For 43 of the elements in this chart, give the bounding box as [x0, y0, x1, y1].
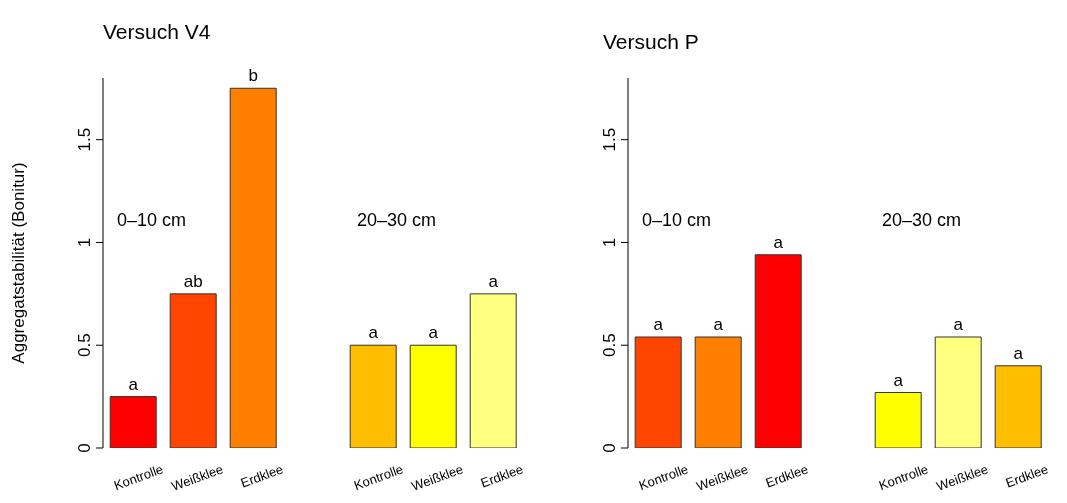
- x-tick-label: Erdklee: [238, 461, 286, 491]
- x-tick-label: Erdklee: [763, 461, 811, 491]
- data-label: a: [1013, 343, 1024, 363]
- data-label: a: [893, 370, 904, 390]
- y-tick-label: 0: [75, 443, 94, 453]
- annotation: 20–30 cm: [357, 209, 437, 231]
- data-label: a: [773, 232, 784, 252]
- y-tick-label: 1: [600, 237, 619, 248]
- data-label: a: [368, 323, 379, 343]
- data-label: a: [488, 271, 499, 291]
- bar: [634, 336, 682, 448]
- data-label: a: [428, 323, 439, 343]
- bar: [469, 293, 517, 448]
- y-tick-label: 1.5: [75, 127, 94, 152]
- chart-title: Versuch P: [603, 30, 699, 54]
- y-tick-label: 0.5: [75, 333, 94, 358]
- bar: [109, 396, 157, 448]
- data-label: a: [128, 374, 139, 394]
- bar: [874, 392, 922, 448]
- bar: [934, 336, 982, 448]
- x-tick-label: Erdklee: [478, 461, 526, 491]
- bar: [409, 344, 457, 448]
- data-label: a: [653, 315, 664, 334]
- annotation: 20–30 cm: [882, 209, 962, 231]
- y-tick-label: 0.5: [600, 333, 619, 358]
- bar: [754, 254, 802, 448]
- data-label: b: [248, 66, 258, 86]
- bar: [169, 293, 217, 448]
- bar: [229, 87, 277, 448]
- y-tick-label: 0: [600, 443, 619, 453]
- chart-title: Versuch V4: [103, 20, 211, 44]
- bar: [694, 336, 742, 448]
- data-label: a: [713, 315, 724, 334]
- y-tick-label: 1.5: [600, 127, 619, 152]
- bar: [349, 344, 397, 448]
- y-tick-label: 1: [75, 237, 94, 248]
- annotation: 0–10 cm: [117, 209, 187, 231]
- y-axis-title: Aggregatstabilität (Bonitur): [9, 162, 29, 364]
- data-label: ab: [183, 271, 203, 291]
- x-tick-label: Erdklee: [1003, 461, 1051, 491]
- data-label: a: [953, 315, 964, 334]
- annotation: 0–10 cm: [642, 209, 712, 231]
- bar: [994, 365, 1042, 448]
